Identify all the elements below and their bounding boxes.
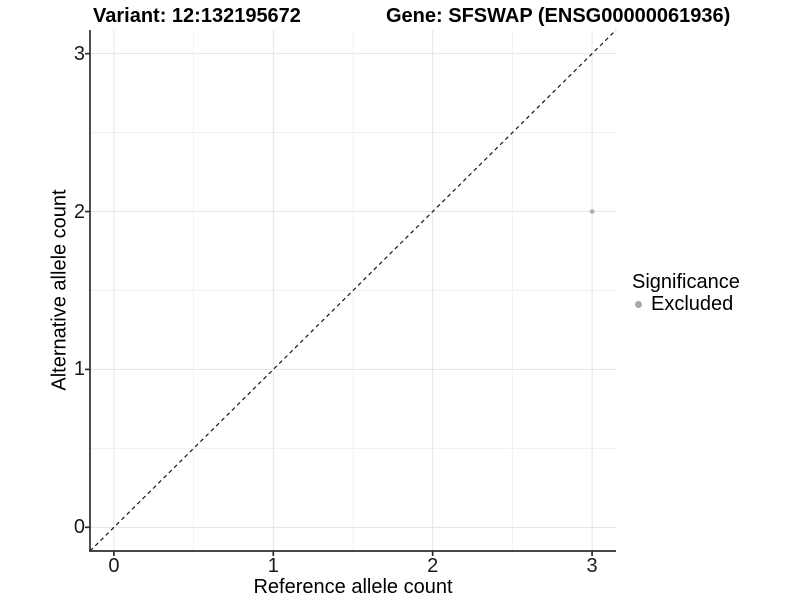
plot-title-variant: Variant: 12:132195672 — [93, 5, 301, 27]
legend-item-label: Excluded — [651, 293, 734, 315]
legend-key-point-icon — [635, 301, 642, 308]
y-tick-label: 0 — [73, 516, 85, 539]
data-point — [589, 209, 595, 214]
x-tick-label: 1 — [267, 555, 279, 577]
x-axis-title: Reference allele count — [253, 576, 453, 598]
y-axis-title: Alternative allele count — [48, 189, 71, 391]
legend-items: Excluded — [632, 294, 740, 315]
x-tick-label: 0 — [108, 555, 120, 577]
legend: Significance Excluded — [632, 272, 740, 315]
y-tick-label: 2 — [73, 200, 85, 223]
x-tick-label: 3 — [586, 555, 598, 577]
plot-title-gene: Gene: SFSWAP (ENSG00000061936) — [386, 5, 731, 27]
x-tick-label: 2 — [427, 555, 439, 577]
y-tick-label: 3 — [73, 42, 85, 65]
identity-line — [89, 29, 617, 552]
legend-item: Excluded — [632, 294, 740, 315]
legend-title: Significance — [632, 271, 740, 293]
y-tick-label: 1 — [73, 358, 85, 381]
